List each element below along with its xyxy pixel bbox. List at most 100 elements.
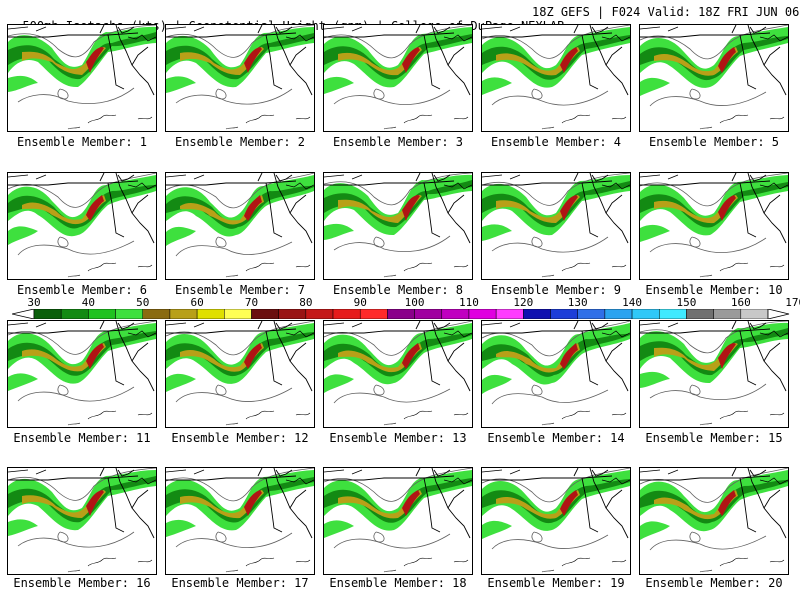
jet-stream-map [166,25,314,130]
ensemble-panel-3 [323,24,473,132]
map-detail [640,469,788,485]
wind-band-secondary [482,374,512,394]
ensemble-panel-12 [165,320,315,428]
wind-band-max [560,490,578,516]
ensemble-panel-10 [639,172,789,280]
wind-band-mid [166,332,314,377]
ensemble-member-label: Ensemble Member: 16 [13,576,151,590]
map-detail [8,174,156,190]
height-contour-closed [373,531,385,543]
wind-band-max [560,195,578,221]
map-borders [482,25,629,96]
colorbar-label: 150 [676,296,697,309]
colorbar-label: 110 [459,296,479,309]
ensemble-panel-7 [165,172,315,280]
wind-band-mid [640,328,788,376]
ensemble-member-label: Ensemble Member: 17 [171,576,309,590]
height-contour [482,173,630,206]
colorbar-swatch [523,309,551,319]
colorbar-label: 140 [622,296,642,309]
jet-stream-map [8,468,156,573]
map-borders [8,173,155,244]
wind-band-mid [166,185,314,229]
wind-band-core [22,47,106,75]
header-run-info: 18Z GEFS | F024 Valid: 18Z FRI JUN 06 20… [532,5,800,19]
wind-band-light [8,175,156,237]
wind-band-secondary [8,226,38,245]
map-coastline [225,557,311,573]
wind-band-max [402,490,420,516]
wind-band-light [482,323,630,385]
map-detail [324,469,472,485]
wind-band-mid [482,181,630,228]
colorbar-swatch [278,309,307,319]
map-borders [166,25,313,96]
height-contour-closed [57,88,69,100]
ensemble-panel-9 [481,172,631,280]
wind-band-secondary [324,76,354,94]
wind-band-mid [324,34,472,80]
map-detail [166,26,314,42]
wind-band-max [86,343,104,369]
map-coastline [541,557,627,573]
colorbar-labels: 30 40 50 60 70 80 90 100 110 120 130 140 150 160 170 [12,296,800,309]
map-detail [166,469,314,485]
map-borders [8,468,155,539]
height-contour-closed [689,88,701,100]
ensemble-member-label: Ensemble Member: 2 [174,135,306,149]
height-contour-closed [689,236,701,248]
wind-band-max [244,47,262,73]
map-coastline [699,410,785,426]
colorbar-swatch [251,309,279,319]
map-detail [482,322,630,338]
height-contour-low [175,88,293,105]
jet-stream-map [640,25,788,130]
map-coastline [699,557,785,573]
wind-band-core [180,47,264,75]
height-contour [8,173,156,208]
wind-band-light [324,323,472,385]
jet-stream-map [324,468,472,573]
wind-band-core [338,47,422,76]
map-borders [324,468,471,539]
ensemble-panel-13 [323,320,473,428]
colorbar-label: 130 [567,296,588,309]
jet-stream-map [8,173,156,278]
colorbar-swatch [659,309,687,319]
map-borders [324,173,471,244]
wind-band-core [338,343,422,373]
wind-band-mid [324,333,472,377]
ensemble-panel-15 [639,320,789,428]
ensemble-panel-6 [7,172,157,280]
ensemble-panel-14 [481,320,631,428]
colorbar-right-arrow [767,309,790,319]
jet-stream-map [324,173,472,278]
wind-band-secondary [166,373,196,392]
wind-band-mid [166,33,314,80]
ensemble-member-label: Ensemble Member: 15 [645,431,783,445]
wind-band-secondary [640,521,670,540]
wind-band-core [496,47,580,76]
map-borders [640,25,787,96]
height-contour-low [333,89,451,105]
colorbar-swatch [740,309,769,319]
jet-stream-map [324,321,472,426]
wind-band-max [86,47,104,73]
wind-band-mid [324,180,472,228]
ensemble-member-label: Ensemble Member: 3 [332,135,464,149]
colorbar-swatch [550,309,578,319]
jet-stream-map [640,321,788,426]
colorbar-label: 70 [244,296,259,309]
height-contour-closed [689,531,701,543]
map-detail [166,174,314,190]
wind-band-mid [482,479,630,524]
colorbar-swatch [495,309,524,319]
map-detail [324,174,472,190]
height-contour-low [17,386,135,402]
map-borders [482,173,629,244]
ensemble-member-label: Ensemble Member: 7 [174,283,306,297]
wind-band-secondary [324,520,354,538]
wind-band-secondary [324,223,354,240]
map-coastline [541,410,627,426]
wind-band-max [718,195,736,221]
